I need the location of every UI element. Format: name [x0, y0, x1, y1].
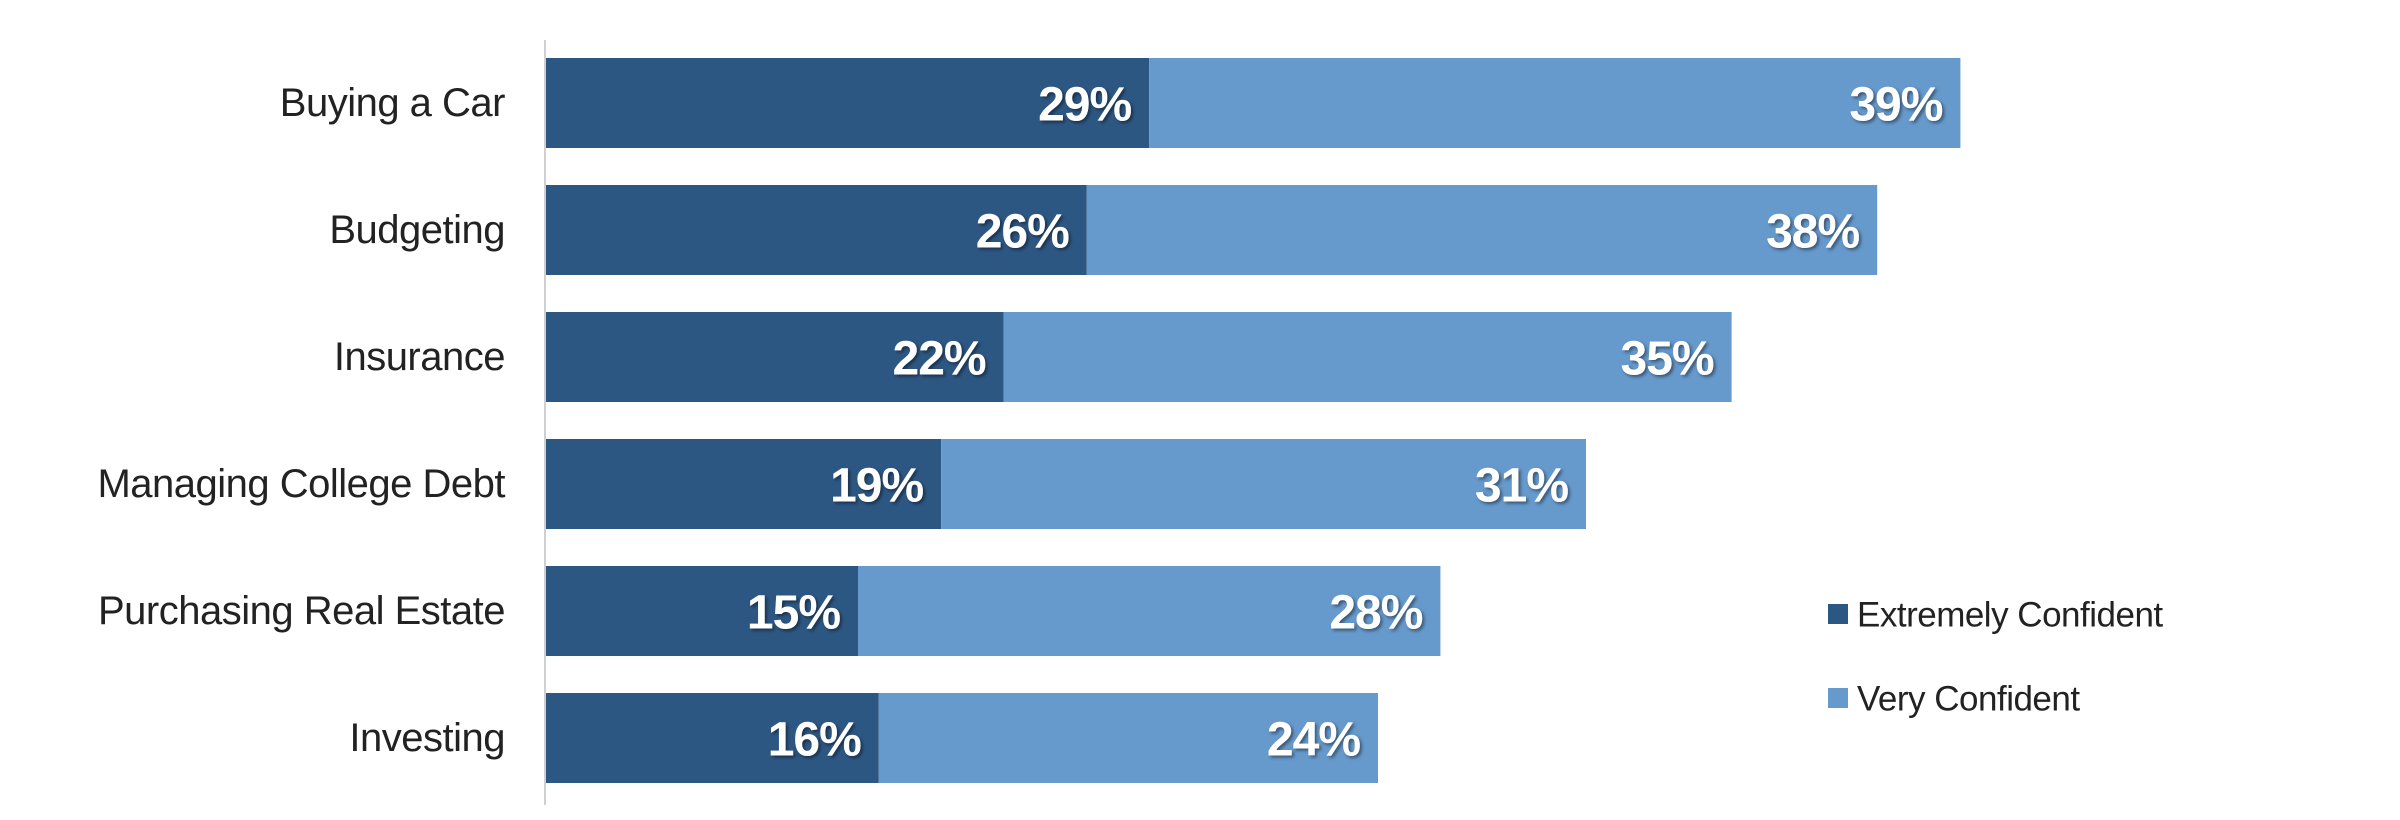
- bar-extremely-confident: [546, 312, 1004, 402]
- bar-very-confident: [1086, 185, 1878, 275]
- data-label: 16%: [768, 714, 861, 767]
- legend: Extremely Confident Very Confident: [1828, 596, 2164, 719]
- bar-extremely-confident: [546, 566, 858, 656]
- bars-group: [546, 58, 1961, 783]
- bar-very-confident: [1149, 58, 1961, 148]
- category-label: Budgeting: [329, 208, 505, 252]
- data-label: 35%: [1621, 333, 1714, 386]
- category-labels: Buying a Car Budgeting Insurance Managing C…: [97, 81, 505, 760]
- value-labels: 29% 39% 26% 38% 22% 35% 19% 31% 15% 28% 16% 24%: [747, 79, 1944, 767]
- category-label: Investing: [349, 716, 505, 760]
- legend-label: Extremely Confident: [1857, 596, 2163, 635]
- data-label: 19%: [830, 460, 923, 513]
- bar-extremely-confident: [546, 693, 879, 783]
- bar-extremely-confident: [546, 58, 1150, 148]
- data-label: 22%: [893, 333, 986, 386]
- category-label: Insurance: [334, 335, 505, 379]
- category-label: Managing College Debt: [97, 462, 505, 506]
- bar-extremely-confident: [546, 439, 942, 529]
- data-label: 15%: [747, 587, 840, 640]
- category-label: Purchasing Real Estate: [98, 589, 505, 633]
- bar-very-confident: [1003, 312, 1732, 402]
- data-label: 31%: [1475, 460, 1568, 513]
- bar-extremely-confident: [546, 185, 1087, 275]
- bar-very-confident: [858, 566, 1441, 656]
- data-label: 39%: [1849, 79, 1942, 132]
- legend-swatch: [1828, 688, 1848, 708]
- category-label: Buying a Car: [280, 81, 505, 125]
- data-label: 38%: [1766, 206, 1859, 259]
- legend-swatch: [1828, 604, 1848, 624]
- data-label: 26%: [976, 206, 1069, 259]
- legend-label: Very Confident: [1857, 680, 2080, 719]
- bar-very-confident: [878, 693, 1378, 783]
- data-label: 24%: [1267, 714, 1360, 767]
- data-label: 29%: [1038, 79, 1131, 132]
- data-label: 28%: [1329, 587, 1422, 640]
- bar-very-confident: [941, 439, 1586, 529]
